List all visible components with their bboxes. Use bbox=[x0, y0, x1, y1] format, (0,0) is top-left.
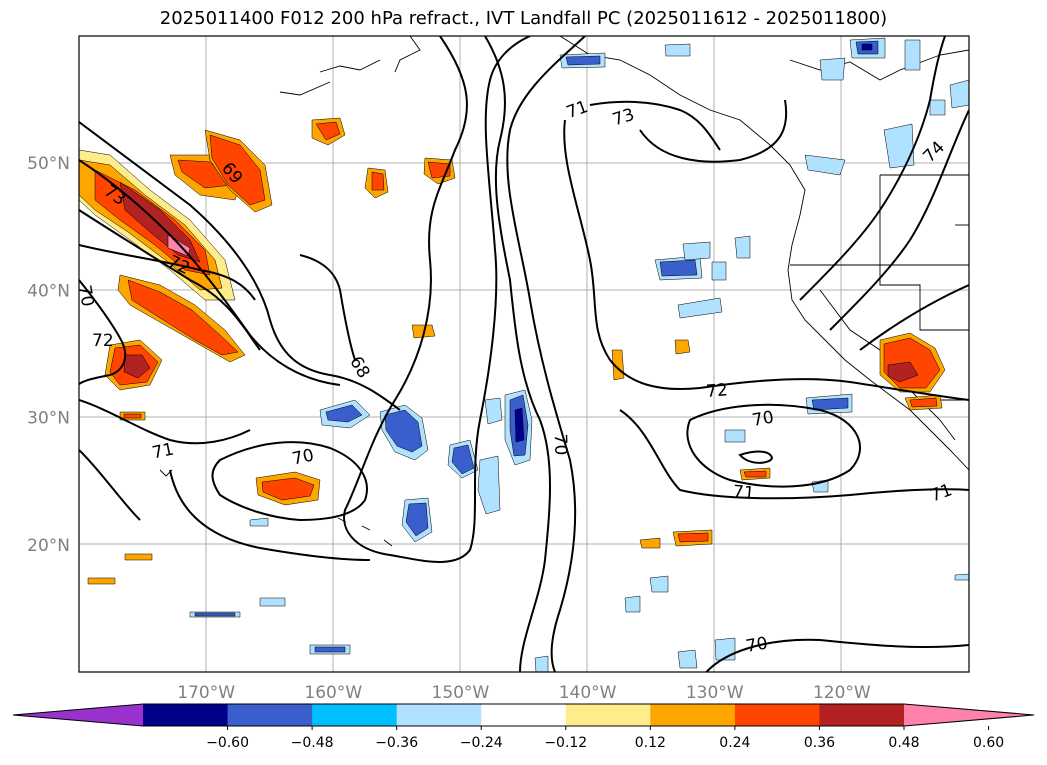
map-title: 2025011400 F012 200 hPa refract., IVT La… bbox=[159, 8, 888, 29]
gridlines bbox=[79, 36, 969, 672]
colorbar-tick-label: 0.48 bbox=[888, 735, 919, 751]
contour-label: 72 bbox=[705, 380, 728, 402]
contour-label: 71 bbox=[928, 480, 955, 506]
contour-label: 70 bbox=[290, 445, 315, 469]
colorbar-bin bbox=[227, 704, 313, 726]
colorbar-bin bbox=[396, 704, 482, 726]
colorbar-tick-label: −0.12 bbox=[544, 735, 587, 751]
longitude-tick-label: 170°W bbox=[177, 683, 235, 703]
longitude-tick-label: 150°W bbox=[432, 683, 490, 703]
colorbar-tick-label: −0.60 bbox=[206, 735, 249, 751]
colorbar-bin bbox=[565, 704, 651, 726]
contour-label: 70 bbox=[744, 633, 769, 656]
longitude-tick-labels: 170°W 160°W 150°W 140°W 130°W 120°W bbox=[177, 683, 871, 703]
map-frame bbox=[78, 35, 970, 673]
colorbar-bin bbox=[481, 704, 567, 726]
longitude-tick-label: 120°W bbox=[813, 683, 871, 703]
colorbar-bin bbox=[734, 704, 820, 726]
contour-label: 73 bbox=[610, 105, 637, 131]
colorbar-tick-label: 0.24 bbox=[719, 735, 750, 751]
contour-label: 71 bbox=[732, 482, 755, 504]
colorbar: −0.60 −0.48 −0.36 −0.24 −0.12 0.12 0.24 0.36 0.4… bbox=[12, 703, 1035, 751]
colorbar-bin bbox=[143, 704, 229, 726]
latitude-tick-labels: 50°N 40°N 30°N 20°N bbox=[27, 154, 70, 556]
refractivity-contours bbox=[79, 36, 969, 672]
positive-anomaly-shading bbox=[79, 117, 946, 585]
contour-label: 70 bbox=[74, 284, 97, 309]
contour-label: 72 bbox=[92, 331, 114, 351]
colorbar-tick-label: −0.36 bbox=[375, 735, 418, 751]
latitude-tick-label: 20°N bbox=[27, 536, 70, 556]
map-panel: 71 73 74 69 73 72 72 68 71 70 70 71 72 7… bbox=[74, 36, 969, 672]
contour-label: 71 bbox=[150, 439, 175, 463]
latitude-tick-label: 30°N bbox=[27, 409, 70, 429]
negative-anomaly-shading bbox=[189, 37, 969, 672]
colorbar-tick-label: 0.36 bbox=[804, 735, 835, 751]
colorbar-bin bbox=[650, 704, 736, 726]
latitude-tick-label: 50°N bbox=[27, 154, 70, 174]
contour-label: 68 bbox=[345, 353, 373, 382]
longitude-tick-label: 140°W bbox=[559, 683, 617, 703]
colorbar-tick-label: 0.60 bbox=[973, 735, 1004, 751]
colorbar-tick-label: 0.12 bbox=[635, 735, 666, 751]
colorbar-bin bbox=[819, 704, 905, 726]
colorbar-extend-min bbox=[13, 704, 143, 726]
colorbar-outline bbox=[12, 703, 1035, 727]
longitude-tick-label: 130°W bbox=[686, 683, 744, 703]
latitude-tick-label: 40°N bbox=[27, 281, 70, 301]
contour-label: 70 bbox=[550, 433, 571, 455]
coastlines bbox=[159, 36, 969, 547]
colorbar-tick-label: −0.48 bbox=[291, 735, 334, 751]
longitude-tick-label: 160°W bbox=[304, 683, 362, 703]
colorbar-tick-label: −0.24 bbox=[460, 735, 503, 751]
contour-label: 70 bbox=[751, 407, 776, 430]
colorbar-extend-max bbox=[904, 704, 1034, 726]
colorbar-bin bbox=[312, 704, 398, 726]
